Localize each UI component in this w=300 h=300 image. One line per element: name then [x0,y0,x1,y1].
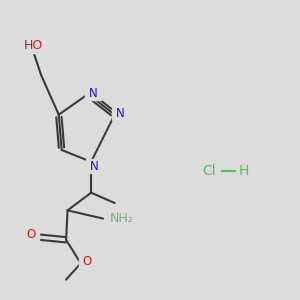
Text: N: N [90,160,98,173]
Bar [86,159,102,173]
Bar [79,255,95,269]
Bar [20,38,47,52]
Bar [103,212,140,226]
Text: O: O [27,228,36,241]
Text: NH₂: NH₂ [110,212,134,225]
Text: H: H [239,164,249,178]
Bar [112,106,129,120]
Text: O: O [83,255,92,268]
Text: Cl: Cl [202,164,216,178]
Bar [23,227,39,242]
Text: N: N [116,107,125,120]
Bar [85,86,101,100]
Text: N: N [89,87,98,100]
Text: HO: HO [24,39,43,52]
